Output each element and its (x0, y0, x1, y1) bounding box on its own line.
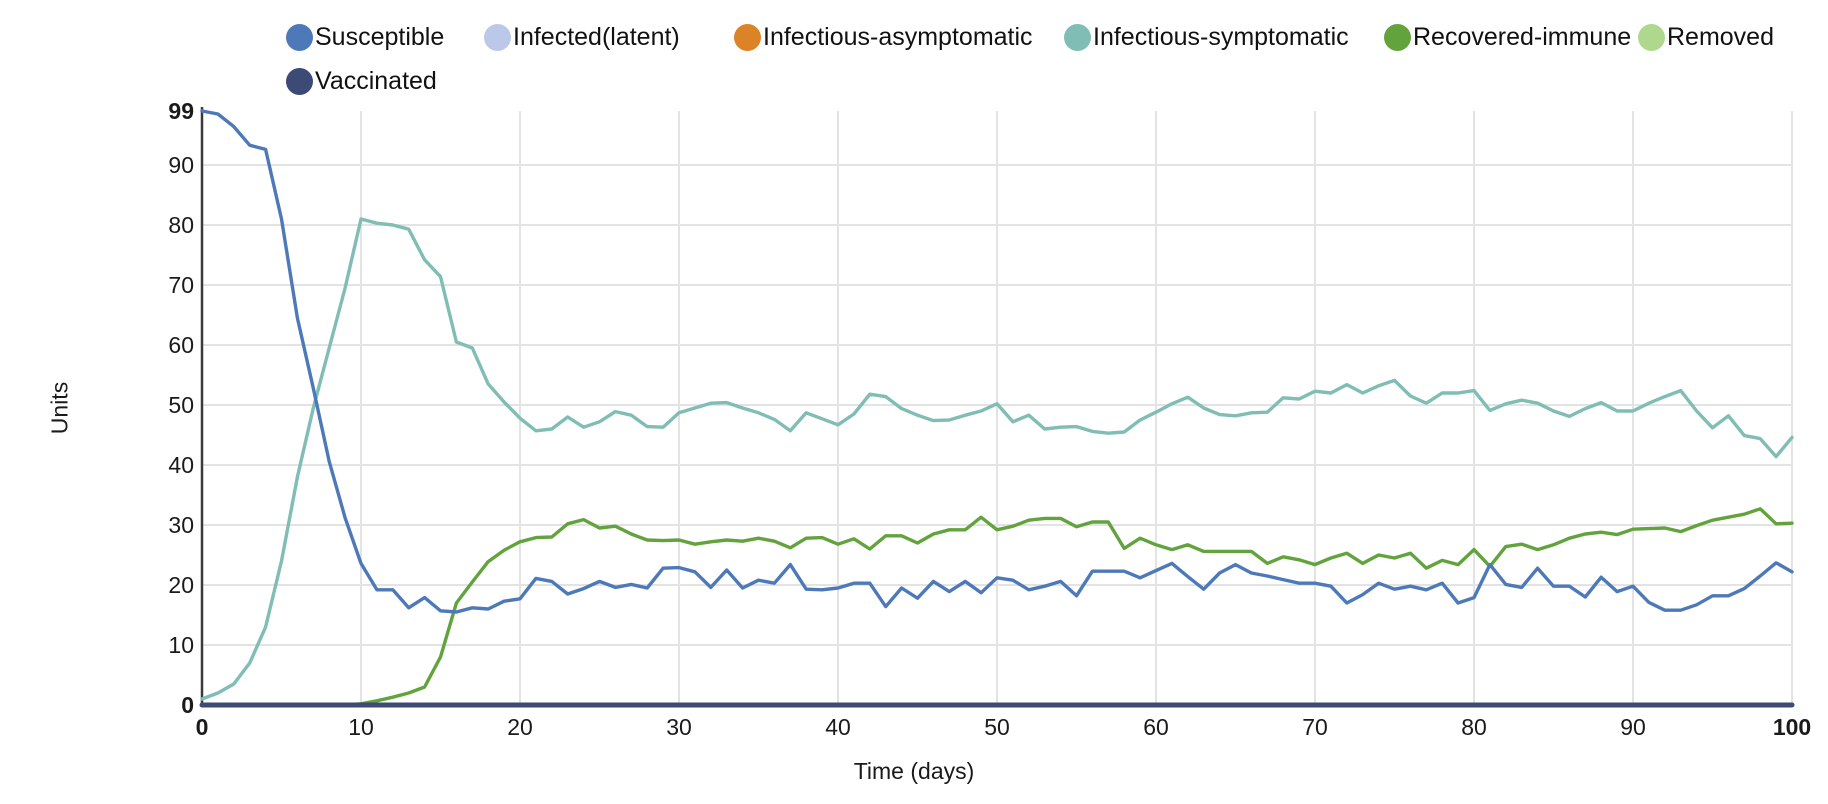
legend-dot-icon (484, 23, 511, 51)
legend-item-label: Removed (1667, 22, 1774, 51)
x-tick-label-50: 50 (984, 714, 1010, 740)
legend-dot-icon (286, 67, 313, 95)
y-tick-label-20: 20 (168, 572, 194, 598)
legend-item-infected-latent-[interactable]: Infected(latent) (484, 22, 680, 52)
legend-item-label: Infected(latent) (513, 22, 680, 51)
y-tick-label-40: 40 (168, 452, 194, 478)
x-tick-label-0: 0 (195, 714, 209, 740)
legend-item-label: Recovered-immune (1413, 22, 1632, 51)
x-tick-label-90: 90 (1620, 714, 1646, 740)
x-tick-label-10: 10 (348, 714, 374, 740)
x-tick-label-20: 20 (507, 714, 533, 740)
legend-item-recovered-immune[interactable]: Recovered-immune (1384, 22, 1631, 52)
legend-dot-icon (286, 23, 313, 51)
y-tick-label-0: 0 (181, 692, 194, 718)
y-tick-label-30: 30 (168, 512, 194, 538)
legend-item-infectious-asymptomatic[interactable]: Infectious-asymptomatic (734, 22, 1033, 52)
legend-item-infectious-symptomatic[interactable]: Infectious-symptomatic (1064, 22, 1349, 52)
y-tick-label-90: 90 (168, 152, 194, 178)
x-tick-label-60: 60 (1143, 714, 1169, 740)
legend-item-label: Susceptible (315, 22, 445, 51)
x-tick-label-80: 80 (1461, 714, 1487, 740)
legend-item-label: Infectious-asymptomatic (763, 22, 1033, 51)
y-axis-title: Units (46, 381, 73, 435)
y-tick-label-99: 99 (168, 98, 194, 124)
y-tick-label-60: 60 (168, 332, 194, 358)
series-line-infectious-symptomatic (200, 217, 1794, 701)
y-tick-label-80: 80 (168, 212, 194, 238)
y-tick-label-10: 10 (168, 632, 194, 658)
legend-dot-icon (1638, 23, 1665, 51)
legend-dot-icon (1064, 23, 1091, 51)
legend-item-susceptible[interactable]: Susceptible (286, 22, 444, 52)
legend-dot-icon (734, 23, 761, 51)
x-tick-label-30: 30 (666, 714, 692, 740)
x-tick-label-40: 40 (825, 714, 851, 740)
legend-item-vaccinated[interactable]: Vaccinated (286, 66, 437, 96)
legend-item-removed[interactable]: Removed (1638, 22, 1774, 52)
legend-dot-icon (1384, 23, 1411, 51)
y-tick-label-50: 50 (168, 392, 194, 418)
x-tick-label-70: 70 (1302, 714, 1328, 740)
x-tick-label-100: 100 (1772, 714, 1812, 740)
legend-item-label: Vaccinated (315, 66, 437, 95)
series-line-susceptible (200, 109, 1794, 614)
legend-item-label: Infectious-symptomatic (1093, 22, 1349, 51)
y-tick-label-70: 70 (168, 272, 194, 298)
series-line-recovered-immune (200, 507, 1794, 707)
x-axis-title: Time (days) (853, 758, 975, 784)
